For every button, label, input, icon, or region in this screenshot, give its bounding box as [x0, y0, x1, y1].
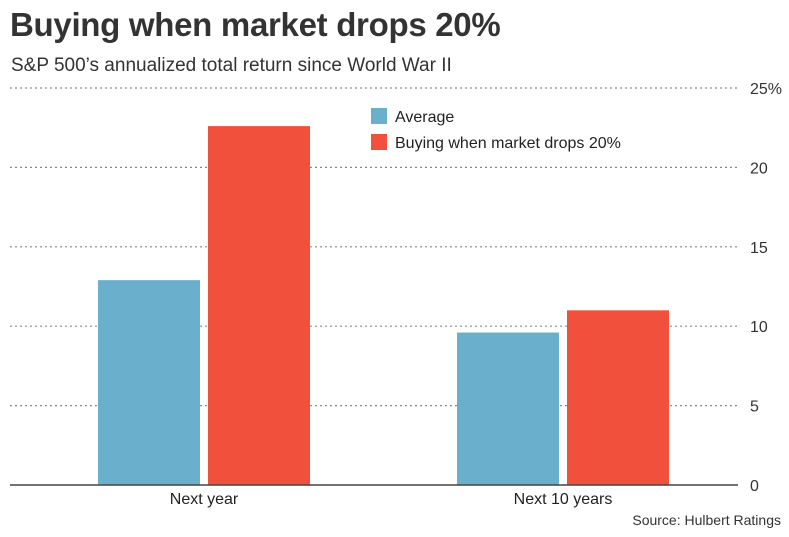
- legend-label: Buying when market drops 20%: [395, 135, 621, 152]
- legend-label: Average: [395, 109, 454, 126]
- legend-swatch: [371, 134, 387, 150]
- y-tick-label: 15: [750, 240, 768, 257]
- bars: [98, 126, 669, 485]
- category-label: Next 10 years: [514, 491, 613, 508]
- legend-swatch: [371, 108, 387, 124]
- y-tick-label: 0: [750, 478, 759, 495]
- source-note: Source: Hulbert Ratings: [632, 512, 781, 528]
- y-tick-label: 25%: [750, 81, 782, 98]
- y-tick-label: 20: [750, 160, 768, 177]
- legend: Average Buying when market drops 20%: [371, 108, 621, 152]
- y-tick-label: 5: [750, 399, 759, 416]
- axes: 0 5 10 15 20 25% Next year Next 10 years: [10, 81, 782, 508]
- bar-drop-1: [208, 126, 310, 485]
- chart-title: Buying when market drops 20%: [10, 6, 501, 43]
- y-tick-label: 10: [750, 319, 768, 336]
- chart-subtitle: S&P 500’s annualized total return since …: [11, 55, 452, 76]
- bar-average-1: [98, 280, 200, 485]
- bar-average-2: [457, 332, 559, 485]
- category-label: Next year: [170, 491, 239, 508]
- bar-drop-2: [567, 310, 669, 485]
